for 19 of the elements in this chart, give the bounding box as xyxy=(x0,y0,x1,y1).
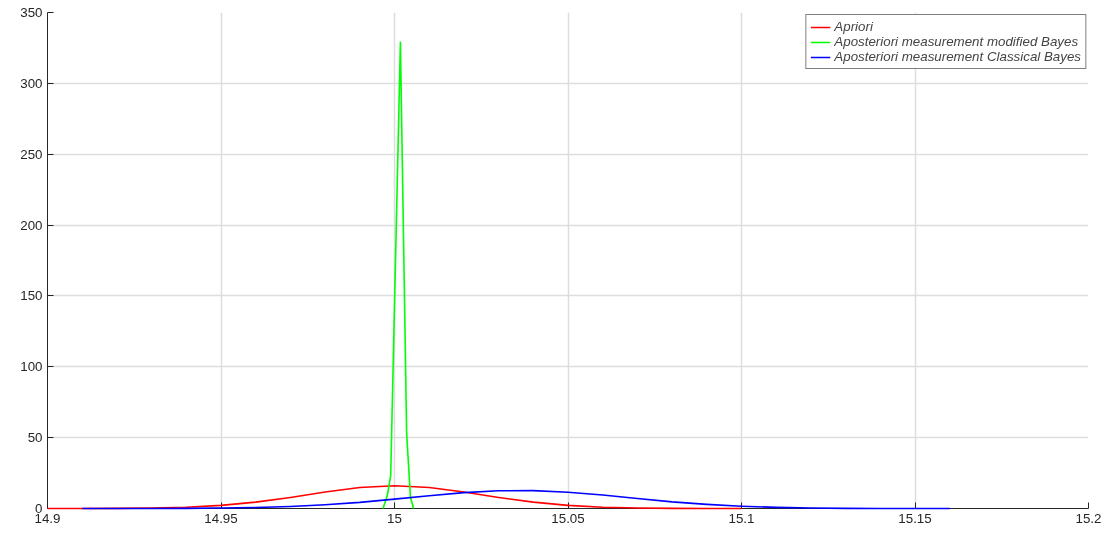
y-tick-label: 150 xyxy=(20,288,43,304)
x-tick-label: 15.05 xyxy=(551,510,585,526)
line-series xyxy=(46,485,743,510)
line-series xyxy=(382,41,415,510)
x-tick-label: 15 xyxy=(387,510,402,526)
x-tick-label: 15.2 xyxy=(1075,510,1102,526)
legend-label: Aposteriori measurement Classical Bayes xyxy=(834,49,1081,64)
x-tick-label: 15.1 xyxy=(728,510,755,526)
x-tick-label: 14.95 xyxy=(204,510,238,526)
line-series xyxy=(81,489,951,510)
y-tick-label: 300 xyxy=(20,75,43,91)
y-tick-label: 200 xyxy=(20,217,43,233)
y-tick-label: 100 xyxy=(20,359,43,375)
y-tick-label: 350 xyxy=(20,5,43,20)
x-tick-label: 15.15 xyxy=(898,510,932,526)
legend-label: Aposteriori measurement modified Bayes xyxy=(834,34,1079,49)
legend-label: Apriori xyxy=(834,19,873,34)
y-tick-label: 50 xyxy=(27,430,43,446)
y-tick-label: 250 xyxy=(20,146,43,162)
